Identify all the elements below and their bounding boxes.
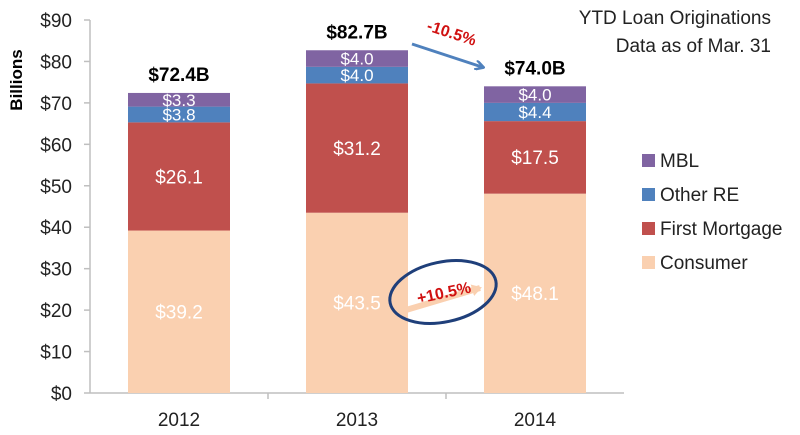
data-label-consumer: $43.5 <box>333 294 381 315</box>
data-label-first-mortgage: $17.5 <box>511 148 559 169</box>
data-label-consumer: $48.1 <box>511 284 559 305</box>
y-tick-label: $70 <box>40 94 72 115</box>
total-label: $82.7B <box>326 22 387 43</box>
annotation-total-change: -10.5% <box>411 18 482 67</box>
decline-arrow-icon <box>411 42 482 67</box>
y-tick-label: $90 <box>40 11 72 32</box>
totals-layer: $72.4B $82.7B $74.0B <box>148 22 565 86</box>
legend-label: Consumer <box>660 253 748 274</box>
data-label-other-re: $4.4 <box>518 103 551 122</box>
bars-layer: $39.2$26.1$3.8$3.3$43.5$31.2$4.0$4.0$48.… <box>128 50 586 393</box>
bar-segment-mbl <box>306 50 408 67</box>
data-label-first-mortgage: $26.1 <box>155 167 203 188</box>
total-label: $74.0B <box>504 58 565 79</box>
bar-segment-first-mortgage <box>306 83 408 213</box>
data-label-other-re: $3.8 <box>162 106 195 125</box>
x-axis: 2012 2013 2014 <box>90 392 624 431</box>
legend-item-consumer: Consumer <box>642 253 748 274</box>
data-label-mbl: $3.3 <box>162 91 195 110</box>
chart-subtitle: Data as of Mar. 31 <box>616 36 771 57</box>
highlight-circle <box>388 259 498 325</box>
legend-swatch <box>642 154 655 167</box>
bar-stack-2013: $43.5 $31.2 $4.0$4.0 <box>306 50 408 393</box>
legend-label: MBL <box>660 151 699 172</box>
legend-item-first-mortgage: First Mortgage <box>642 219 782 240</box>
legend-item-mbl: MBL <box>642 151 699 172</box>
bar-segment-consumer <box>128 230 230 393</box>
chart-title-block: YTD Loan Originations Data as of Mar. 31 <box>579 8 771 57</box>
bar-segment-first-mortgage <box>128 122 230 231</box>
legend-label: First Mortgage <box>660 219 782 240</box>
legend-swatch <box>642 256 655 269</box>
data-label-first-mortgage: $31.2 <box>333 139 381 160</box>
bar-segment-other-re <box>484 102 586 122</box>
annotation-consumer-change-text: +10.5% <box>416 280 473 308</box>
legend-label: Other RE <box>660 185 739 206</box>
total-label: $72.4B <box>148 65 209 86</box>
y-axis-title: Billions <box>7 49 26 110</box>
legend-swatch <box>642 188 655 201</box>
legend-item-other-re: Other RE <box>642 185 739 206</box>
y-tick-label: $40 <box>40 218 72 239</box>
bar-segment-other-re <box>128 106 230 123</box>
x-tick-label: 2013 <box>336 410 378 431</box>
bar-segment-consumer <box>484 193 586 393</box>
legend: MBL Other RE First Mortgage Consumer <box>642 151 782 274</box>
bar-stack-2014: $48.1 $17.5 $4.4$4.0 <box>484 86 586 393</box>
y-tick-label: $0 <box>51 384 72 405</box>
x-tick-label: 2014 <box>514 410 557 431</box>
bar-segment-other-re <box>306 66 408 84</box>
y-tick-label: $30 <box>40 260 72 281</box>
data-label-mbl: $4.0 <box>340 50 373 69</box>
y-tick-label: $10 <box>40 343 72 364</box>
chart-title: YTD Loan Originations <box>579 8 771 29</box>
bar-stack-2012: $39.2 $26.1 $3.8$3.3 <box>128 91 230 393</box>
bar-segment-first-mortgage <box>484 121 586 194</box>
annotation-total-change-text: -10.5% <box>425 18 478 50</box>
x-tick-label: 2012 <box>158 410 200 431</box>
y-tick-label: $60 <box>40 135 72 156</box>
data-label-mbl: $4.0 <box>518 86 551 105</box>
data-label-consumer: $39.2 <box>155 303 203 324</box>
y-tick-label: $20 <box>40 301 72 322</box>
data-label-other-re: $4.0 <box>340 66 373 85</box>
y-tick-label: $80 <box>40 52 72 73</box>
y-tick-label: $50 <box>40 177 72 198</box>
growth-arrow-icon <box>405 284 482 313</box>
bar-segment-mbl <box>484 86 586 103</box>
bar-segment-mbl <box>128 92 230 107</box>
y-axis: $0 $10 $20 $30 $40 $50 $60 $70 $80 $90 <box>40 11 91 405</box>
legend-swatch <box>642 222 655 235</box>
